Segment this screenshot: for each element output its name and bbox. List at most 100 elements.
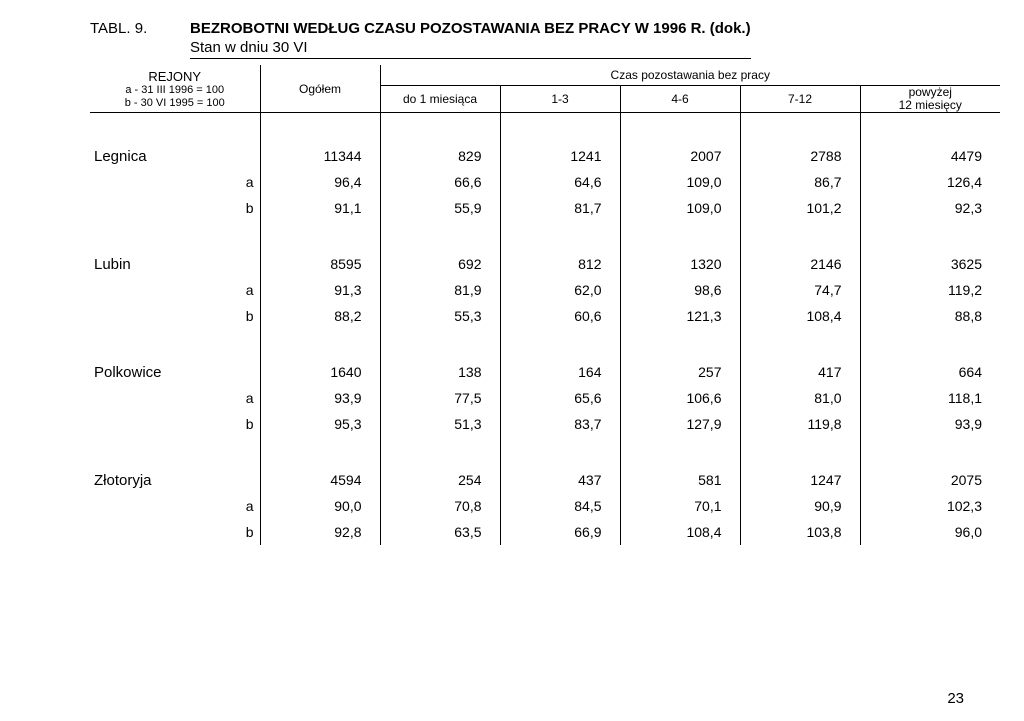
cell-value: 108,4 bbox=[620, 519, 740, 545]
row-sublabel: a bbox=[90, 493, 260, 519]
cell-value: 581 bbox=[620, 467, 740, 493]
cell-value: 93,9 bbox=[260, 385, 380, 411]
cell-value: 96,4 bbox=[260, 169, 380, 195]
col-c2: 1-3 bbox=[500, 86, 620, 113]
cell-value: 2075 bbox=[860, 467, 1000, 493]
cell-value: 1320 bbox=[620, 251, 740, 277]
col-c1: do 1 miesiąca bbox=[380, 86, 500, 113]
table-row: a96,466,664,6109,086,7126,4 bbox=[90, 169, 1000, 195]
cell-value: 55,3 bbox=[380, 303, 500, 329]
cell-value: 92,3 bbox=[860, 195, 1000, 221]
cell-value: 108,4 bbox=[740, 303, 860, 329]
row-sublabel: a bbox=[90, 277, 260, 303]
table-row: b91,155,981,7109,0101,292,3 bbox=[90, 195, 1000, 221]
cell-value: 55,9 bbox=[380, 195, 500, 221]
cell-value: 109,0 bbox=[620, 169, 740, 195]
cell-value: 1640 bbox=[260, 359, 380, 385]
row-sublabel: b bbox=[90, 411, 260, 437]
table-row: a93,977,565,6106,681,0118,1 bbox=[90, 385, 1000, 411]
cell-value: 88,8 bbox=[860, 303, 1000, 329]
cell-value: 81,0 bbox=[740, 385, 860, 411]
cell-value: 92,8 bbox=[260, 519, 380, 545]
region-name: Złotoryja bbox=[90, 467, 260, 493]
region-name: Polkowice bbox=[90, 359, 260, 385]
table-row: b95,351,383,7127,9119,893,9 bbox=[90, 411, 1000, 437]
col-c5a: powyżej bbox=[909, 85, 952, 99]
col-group: Czas pozostawania bez pracy bbox=[380, 65, 1000, 86]
spacer-row bbox=[90, 329, 1000, 359]
cell-value: 83,7 bbox=[500, 411, 620, 437]
row-sublabel: a bbox=[90, 169, 260, 195]
cell-value: 121,3 bbox=[620, 303, 740, 329]
col-total: Ogółem bbox=[260, 65, 380, 113]
cell-value: 664 bbox=[860, 359, 1000, 385]
region-name: Lubin bbox=[90, 251, 260, 277]
row-sublabel: a bbox=[90, 385, 260, 411]
table-header-row1: REJONY a - 31 III 1996 = 100 b - 30 VI 1… bbox=[90, 65, 1000, 86]
cell-value: 66,6 bbox=[380, 169, 500, 195]
cell-value: 74,7 bbox=[740, 277, 860, 303]
col-region-note1: a - 31 III 1996 = 100 bbox=[90, 84, 260, 97]
cell-value: 257 bbox=[620, 359, 740, 385]
cell-value: 2146 bbox=[740, 251, 860, 277]
cell-value: 66,9 bbox=[500, 519, 620, 545]
cell-value: 109,0 bbox=[620, 195, 740, 221]
cell-value: 8595 bbox=[260, 251, 380, 277]
cell-value: 254 bbox=[380, 467, 500, 493]
cell-value: 62,0 bbox=[500, 277, 620, 303]
cell-value: 4594 bbox=[260, 467, 380, 493]
row-sublabel: b bbox=[90, 195, 260, 221]
cell-value: 81,9 bbox=[380, 277, 500, 303]
table-row: a90,070,884,570,190,9102,3 bbox=[90, 493, 1000, 519]
region-name: Legnica bbox=[90, 143, 260, 169]
table-row: Złotoryja459425443758112472075 bbox=[90, 467, 1000, 493]
cell-value: 3625 bbox=[860, 251, 1000, 277]
cell-value: 126,4 bbox=[860, 169, 1000, 195]
table-row: a91,381,962,098,674,7119,2 bbox=[90, 277, 1000, 303]
row-sublabel: b bbox=[90, 303, 260, 329]
cell-value: 103,8 bbox=[740, 519, 860, 545]
table-row: b88,255,360,6121,3108,488,8 bbox=[90, 303, 1000, 329]
cell-value: 829 bbox=[380, 143, 500, 169]
table-row: Legnica113448291241200727884479 bbox=[90, 143, 1000, 169]
cell-value: 106,6 bbox=[620, 385, 740, 411]
spacer-row bbox=[90, 113, 1000, 144]
cell-value: 692 bbox=[380, 251, 500, 277]
cell-value: 70,1 bbox=[620, 493, 740, 519]
col-region-note2: b - 30 VI 1995 = 100 bbox=[90, 97, 260, 110]
cell-value: 164 bbox=[500, 359, 620, 385]
table-row: Polkowice1640138164257417664 bbox=[90, 359, 1000, 385]
cell-value: 81,7 bbox=[500, 195, 620, 221]
page-number: 23 bbox=[947, 690, 964, 707]
cell-value: 77,5 bbox=[380, 385, 500, 411]
col-c5b: 12 miesięcy bbox=[899, 98, 962, 112]
table-row: Lubin8595692812132021463625 bbox=[90, 251, 1000, 277]
cell-value: 95,3 bbox=[260, 411, 380, 437]
cell-value: 119,2 bbox=[860, 277, 1000, 303]
cell-value: 90,0 bbox=[260, 493, 380, 519]
col-c4: 7-12 bbox=[740, 86, 860, 113]
cell-value: 417 bbox=[740, 359, 860, 385]
table-row: b92,863,566,9108,4103,896,0 bbox=[90, 519, 1000, 545]
col-region-title: REJONY bbox=[148, 69, 201, 84]
table-title: BEZROBOTNI WEDŁUG CZASU POZOSTAWANIA BEZ… bbox=[190, 20, 751, 37]
cell-value: 812 bbox=[500, 251, 620, 277]
cell-value: 102,3 bbox=[860, 493, 1000, 519]
cell-value: 119,8 bbox=[740, 411, 860, 437]
page: TABL. 9. BEZROBOTNI WEDŁUG CZASU POZOSTA… bbox=[0, 0, 1024, 721]
title-block: BEZROBOTNI WEDŁUG CZASU POZOSTAWANIA BEZ… bbox=[190, 20, 751, 59]
cell-value: 84,5 bbox=[500, 493, 620, 519]
cell-value: 1241 bbox=[500, 143, 620, 169]
cell-value: 96,0 bbox=[860, 519, 1000, 545]
cell-value: 2007 bbox=[620, 143, 740, 169]
row-sublabel: b bbox=[90, 519, 260, 545]
cell-value: 93,9 bbox=[860, 411, 1000, 437]
spacer-row bbox=[90, 221, 1000, 251]
table-subtitle: Stan w dniu 30 VI bbox=[190, 39, 751, 59]
cell-value: 86,7 bbox=[740, 169, 860, 195]
cell-value: 64,6 bbox=[500, 169, 620, 195]
cell-value: 65,6 bbox=[500, 385, 620, 411]
title-row: TABL. 9. BEZROBOTNI WEDŁUG CZASU POZOSTA… bbox=[90, 20, 964, 59]
cell-value: 138 bbox=[380, 359, 500, 385]
cell-value: 91,3 bbox=[260, 277, 380, 303]
